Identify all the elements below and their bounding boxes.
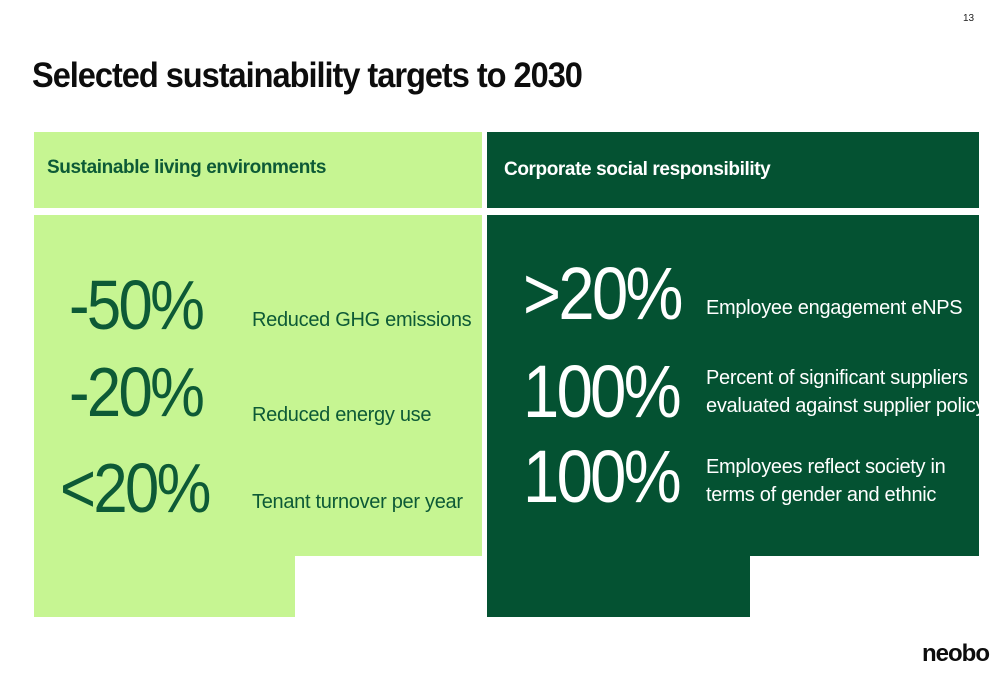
target-value: >20%	[523, 252, 683, 335]
target-label: Percent of significant suppliers	[706, 367, 968, 389]
target-value: 100%	[523, 435, 682, 518]
target-label: terms of gender and ethnic	[706, 484, 937, 506]
target-label: Reduced energy use	[252, 404, 432, 426]
right-panel-body: >20% Employee engagement eNPS 100% Perce…	[487, 215, 979, 556]
left-panel-body: -50% Reduced GHG emissions -20% Reduced …	[34, 215, 482, 556]
page-number: 13	[963, 13, 975, 24]
left-panel-heading: Sustainable living environments	[47, 157, 327, 178]
left-panel-tab	[34, 555, 295, 617]
target-label: Reduced GHG emissions	[252, 309, 472, 331]
target-value: -20%	[69, 353, 205, 431]
left-panel-header: Sustainable living environments	[34, 132, 482, 208]
right-panel-tab	[487, 555, 750, 617]
right-panel-header: Corporate social responsibility	[487, 132, 979, 208]
target-label: Employee engagement eNPS	[706, 297, 963, 319]
right-panel-heading: Corporate social responsibility	[504, 159, 771, 180]
target-value: 100%	[523, 350, 682, 433]
target-label: Tenant turnover per year	[252, 491, 463, 513]
slide-title: Selected sustainability targets to 2030	[32, 56, 583, 95]
target-value: <20%	[60, 449, 211, 527]
neobo-logo: neobo	[922, 640, 990, 667]
target-label: Employees reflect society in	[706, 456, 946, 478]
target-value: -50%	[69, 266, 205, 344]
target-label: evaluated against supplier policy	[706, 395, 979, 417]
